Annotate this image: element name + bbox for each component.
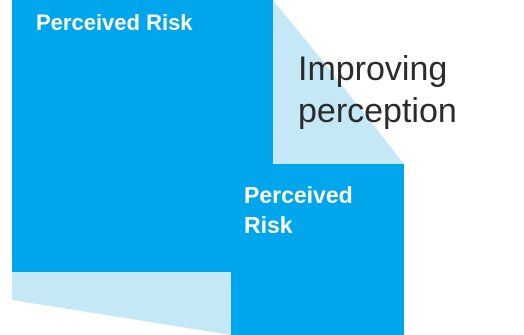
projection-band-top — [273, 0, 404, 164]
large-perceived-risk-box — [12, 0, 273, 272]
improving-perception-caption: Improving perception — [298, 50, 457, 130]
small-perceived-risk-box — [231, 164, 404, 335]
small-box-label: Perceived Risk — [244, 182, 353, 238]
large-box-label: Perceived Risk — [36, 10, 193, 35]
projection-band-bottom — [12, 272, 231, 335]
